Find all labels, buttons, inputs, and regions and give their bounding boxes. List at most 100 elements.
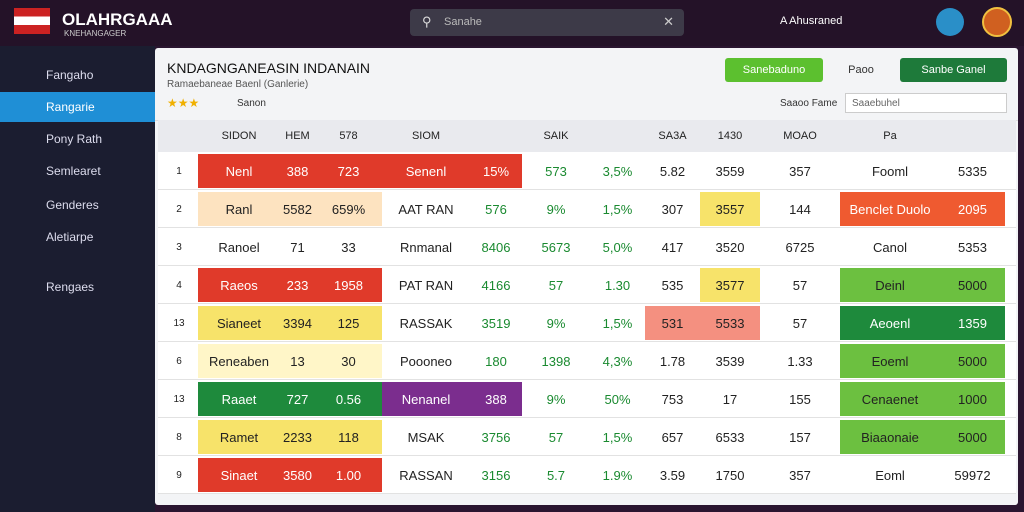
nav-item[interactable]: Fangaho xyxy=(46,68,94,82)
column-header: HEM xyxy=(285,130,310,142)
avatar[interactable] xyxy=(982,7,1012,37)
select-button[interactable]: Sanbe Ganel xyxy=(900,58,1007,82)
column-header: Pa xyxy=(883,130,897,142)
row-icon[interactable]: 13 xyxy=(173,317,185,329)
table-cell: 3580 xyxy=(280,458,315,492)
table-cell: 388 xyxy=(280,154,315,188)
table-cell: 155 xyxy=(789,391,811,407)
table-cell: Benclet Duolo xyxy=(840,192,940,226)
row-icon[interactable]: 2 xyxy=(176,203,182,215)
table-cell: Deinl xyxy=(840,268,940,302)
table-cell: AAT RAN xyxy=(398,201,454,217)
table-cell: 535 xyxy=(661,277,684,293)
table-cell: 3520 xyxy=(715,239,745,255)
table-cell: Nenanel xyxy=(382,382,470,416)
table-cell: 4166 xyxy=(481,277,511,293)
table-cell: 1750 xyxy=(715,467,745,483)
table-cell: 659% xyxy=(315,192,382,226)
table-cell: Sinaet xyxy=(198,458,280,492)
table-cell: Eoml xyxy=(840,458,940,492)
table-cell: 3394 xyxy=(280,306,315,340)
table-cell: 233 xyxy=(280,268,315,302)
table-cell: 1.00 xyxy=(315,458,382,492)
table-cell: 1,5% xyxy=(602,201,633,217)
table-cell: 5.82 xyxy=(659,163,686,179)
user-name[interactable]: A Ahusraned xyxy=(780,15,843,27)
table-cell: Raeos xyxy=(198,268,280,302)
logo-flag xyxy=(14,8,50,34)
table-cell: 657 xyxy=(661,429,684,445)
table-cell: 5000 xyxy=(940,344,1005,378)
filter-label[interactable]: Saaoo Fame xyxy=(780,98,838,109)
table-cell: 1.30 xyxy=(604,277,631,293)
table-cell: 307 xyxy=(661,201,684,217)
table-cell: 1359 xyxy=(940,306,1005,340)
table-cell: Fooml xyxy=(840,154,940,188)
secondary-button[interactable]: Paoo xyxy=(848,64,874,76)
table-cell: 0.56 xyxy=(315,382,382,416)
table-cell: 1,5% xyxy=(602,429,633,445)
table-cell: Sianeet xyxy=(198,306,280,340)
sort-label[interactable]: Sanon xyxy=(237,98,266,109)
table-cell: 5.7 xyxy=(546,467,566,483)
table-cell: 388 xyxy=(470,382,522,416)
filter-input[interactable]: Saaebuhel xyxy=(845,93,1007,113)
table-cell: 17 xyxy=(722,391,738,407)
table-cell: RASSAK xyxy=(399,315,453,331)
table-cell: 1,5% xyxy=(602,315,633,331)
table-cell: 417 xyxy=(661,239,684,255)
table-cell: 4,3% xyxy=(602,353,633,369)
table-cell: 2233 xyxy=(280,420,315,454)
row-icon[interactable]: 13 xyxy=(173,393,185,405)
table-cell: 573 xyxy=(545,163,567,179)
table-cell: 144 xyxy=(789,201,811,217)
nav-item[interactable]: Semlearet xyxy=(46,164,101,178)
nav-item[interactable]: Aletiarpe xyxy=(46,230,94,244)
table-cell: 6533 xyxy=(715,429,745,445)
column-header: 578 xyxy=(339,130,358,142)
table-cell: 15% xyxy=(470,154,522,188)
table-cell: Eoeml xyxy=(840,344,940,378)
table-cell: 57 xyxy=(792,277,808,293)
top-bar: OLAHRGAAA KNEHANGAGER ⚲ Sanahe ✕ A Ahusr… xyxy=(0,0,1024,46)
table-cell: 57 xyxy=(548,277,564,293)
table-cell: 6725 xyxy=(785,239,815,255)
nav-item[interactable]: Genderes xyxy=(46,198,99,212)
row-icon[interactable]: 6 xyxy=(176,355,182,367)
table-cell: MSAK xyxy=(407,429,445,445)
table-cell: Ramet xyxy=(198,420,280,454)
table-cell: 71 xyxy=(280,230,315,264)
table-cell: 531 xyxy=(645,306,700,340)
table-cell: Reneaben xyxy=(198,344,280,378)
table-cell: 13 xyxy=(280,344,315,378)
nav-item[interactable]: Rangarie xyxy=(0,92,155,122)
table-cell: 5353 xyxy=(940,230,1005,264)
table-cell: 3,5% xyxy=(602,163,633,179)
icon[interactable] xyxy=(936,8,964,36)
row-icon[interactable]: 3 xyxy=(176,241,182,253)
table-cell: 157 xyxy=(789,429,811,445)
table-cell: 50% xyxy=(604,391,631,407)
row-icon[interactable]: 4 xyxy=(176,279,182,291)
nav-item[interactable]: Rengaes xyxy=(46,280,95,294)
table-cell: 357 xyxy=(789,163,811,179)
table-cell: Poooneo xyxy=(399,353,453,369)
table-cell: 5,0% xyxy=(602,239,633,255)
table-cell: 576 xyxy=(485,201,507,217)
panel-subtitle: Ramaebaneae Baenl (Ganlerie) xyxy=(167,79,309,90)
nav-item[interactable]: Pony Rath xyxy=(46,132,103,146)
table-cell: Aeoenl xyxy=(840,306,940,340)
table-cell: 3756 xyxy=(481,429,511,445)
table-cell: 9% xyxy=(546,391,566,407)
row-icon[interactable]: 1 xyxy=(176,165,182,177)
primary-button[interactable]: Sanebaduno xyxy=(725,58,823,82)
search-box[interactable]: ⚲ Sanahe ✕ xyxy=(410,9,684,36)
table-cell: 3557 xyxy=(700,192,760,226)
row-icon[interactable]: 8 xyxy=(176,431,182,443)
table-cell: 1000 xyxy=(940,382,1005,416)
column-header: SA3A xyxy=(658,130,687,142)
table-cell: Cenaenet xyxy=(840,382,940,416)
table-cell: 180 xyxy=(485,353,507,369)
row-icon[interactable]: 9 xyxy=(176,469,182,481)
